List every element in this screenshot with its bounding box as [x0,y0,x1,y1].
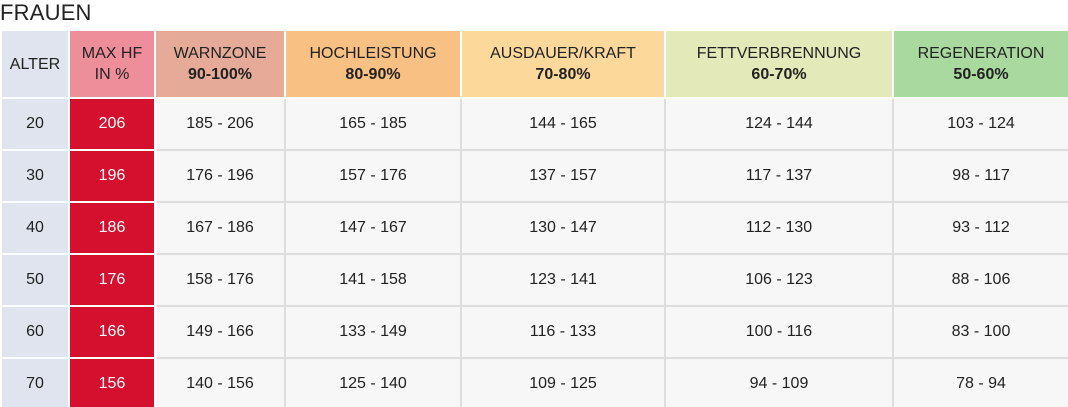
maxhf-cell: 176 [68,253,156,307]
table-row: 20 206 185 - 206 165 - 185 144 - 165 124… [0,97,1068,151]
fettverbrennung-cell: 94 - 109 [664,357,894,407]
age-cell: 60 [0,305,70,359]
header-maxhf: MAX HF IN % [68,29,156,99]
hochleistung-cell: 157 - 176 [284,149,462,203]
warnzone-cell: 185 - 206 [154,97,286,151]
age-cell: 50 [0,253,70,307]
warnzone-cell: 167 - 186 [154,201,286,255]
fettverbrennung-cell: 117 - 137 [664,149,894,203]
header-warnzone-label: WARNZONE [173,45,267,62]
regeneration-cell: 88 - 106 [892,253,1068,307]
ausdauer-cell: 130 - 147 [460,201,666,255]
header-regeneration: REGENERATION 50-60% [892,29,1068,99]
header-regeneration-label: REGENERATION [917,45,1045,62]
header-hochleistung: HOCHLEISTUNG 80-90% [284,29,462,99]
hochleistung-cell: 133 - 149 [284,305,462,359]
hochleistung-cell: 165 - 185 [284,97,462,151]
maxhf-cell: 166 [68,305,156,359]
fettverbrennung-cell: 100 - 116 [664,305,894,359]
header-fettverbrennung-range: 60-70% [751,66,807,83]
hochleistung-cell: 147 - 167 [284,201,462,255]
table-row: 70 156 140 - 156 125 - 140 109 - 125 94 … [0,357,1068,407]
header-ausdauer-label: AUSDAUER/KRAFT [490,45,636,62]
header-warnzone-range: 90-100% [187,66,253,83]
table-row: 50 176 158 - 176 141 - 158 123 - 141 106… [0,253,1068,307]
header-row: ALTER MAX HF IN % WARNZONE 90-100% HOCHL… [0,29,1068,99]
header-hochleistung-label: HOCHLEISTUNG [309,45,437,62]
header-hochleistung-range: 80-90% [345,66,401,83]
hochleistung-cell: 125 - 140 [284,357,462,407]
ausdauer-cell: 144 - 165 [460,97,666,151]
warnzone-cell: 140 - 156 [154,357,286,407]
table-row: 60 166 149 - 166 133 - 149 116 - 133 100… [0,305,1068,359]
header-age-label: ALTER [9,55,61,73]
ausdauer-cell: 116 - 133 [460,305,666,359]
maxhf-cell: 206 [68,97,156,151]
table-row: 40 186 167 - 186 147 - 167 130 - 147 112… [0,201,1068,255]
header-maxhf-line2: IN % [94,66,130,83]
fettverbrennung-cell: 124 - 144 [664,97,894,151]
fettverbrennung-cell: 112 - 130 [664,201,894,255]
ausdauer-cell: 123 - 141 [460,253,666,307]
regeneration-cell: 78 - 94 [892,357,1068,407]
regeneration-cell: 83 - 100 [892,305,1068,359]
age-cell: 70 [0,357,70,407]
header-age: ALTER [0,29,70,99]
ausdauer-cell: 137 - 157 [460,149,666,203]
regeneration-cell: 98 - 117 [892,149,1068,203]
header-maxhf-line1: MAX HF [81,45,143,62]
warnzone-cell: 149 - 166 [154,305,286,359]
age-cell: 40 [0,201,70,255]
heart-rate-table: ALTER MAX HF IN % WARNZONE 90-100% HOCHL… [0,29,1068,407]
ausdauer-cell: 109 - 125 [460,357,666,407]
regeneration-cell: 93 - 112 [892,201,1068,255]
fettverbrennung-cell: 106 - 123 [664,253,894,307]
regeneration-cell: 103 - 124 [892,97,1068,151]
page-title: FRAUEN [0,0,92,25]
age-cell: 20 [0,97,70,151]
age-cell: 30 [0,149,70,203]
maxhf-cell: 156 [68,357,156,407]
header-warnzone: WARNZONE 90-100% [154,29,286,99]
maxhf-cell: 196 [68,149,156,203]
warnzone-cell: 158 - 176 [154,253,286,307]
table-row: 30 196 176 - 196 157 - 176 137 - 157 117… [0,149,1068,203]
header-regeneration-range: 50-60% [953,66,1009,83]
header-ausdauer-range: 70-80% [535,66,591,83]
hochleistung-cell: 141 - 158 [284,253,462,307]
maxhf-cell: 186 [68,201,156,255]
header-fettverbrennung-label: FETTVERBRENNUNG [696,45,862,62]
header-fettverbrennung: FETTVERBRENNUNG 60-70% [664,29,894,99]
warnzone-cell: 176 - 196 [154,149,286,203]
header-ausdauer: AUSDAUER/KRAFT 70-80% [460,29,666,99]
